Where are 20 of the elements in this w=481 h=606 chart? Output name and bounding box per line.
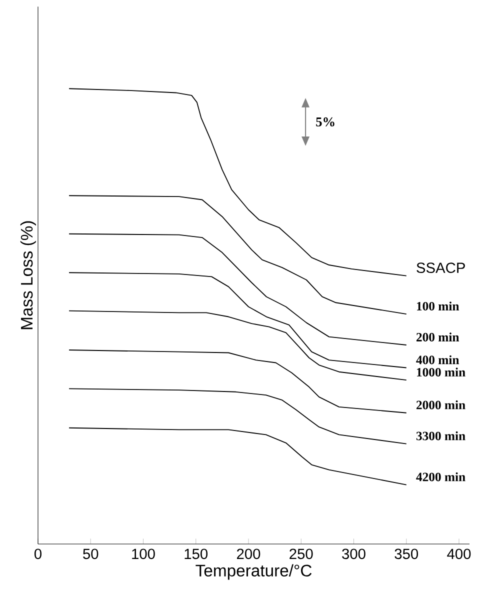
x-tick-label: 0 [34,548,42,560]
series-label: 100 min [416,302,459,310]
annotation: 5% [316,117,334,126]
x-tick-label: 150 [184,548,208,560]
x-tick-label: 250 [289,548,313,560]
x-tick-label: 350 [394,548,418,560]
series-label: 200 min [416,332,459,342]
x-axis-title: Temperature/°C [196,564,312,580]
x-tick-label: 100 [132,548,155,560]
series-label: 2000 min [416,400,466,410]
series-label: 4200 min [416,472,466,482]
x-tick-label: 400 [446,548,470,560]
x-tick-label: 200 [236,548,260,560]
x-tick-label: 300 [342,548,366,560]
x-tick-label: 50 [82,548,98,560]
y-axis-title: Mass Loss (%) [20,221,36,330]
series-label: SSACP [416,262,465,273]
series-label: 400 min [416,355,459,364]
series-label: 1000 min [416,368,466,377]
series-label: 3300 min [416,431,466,440]
